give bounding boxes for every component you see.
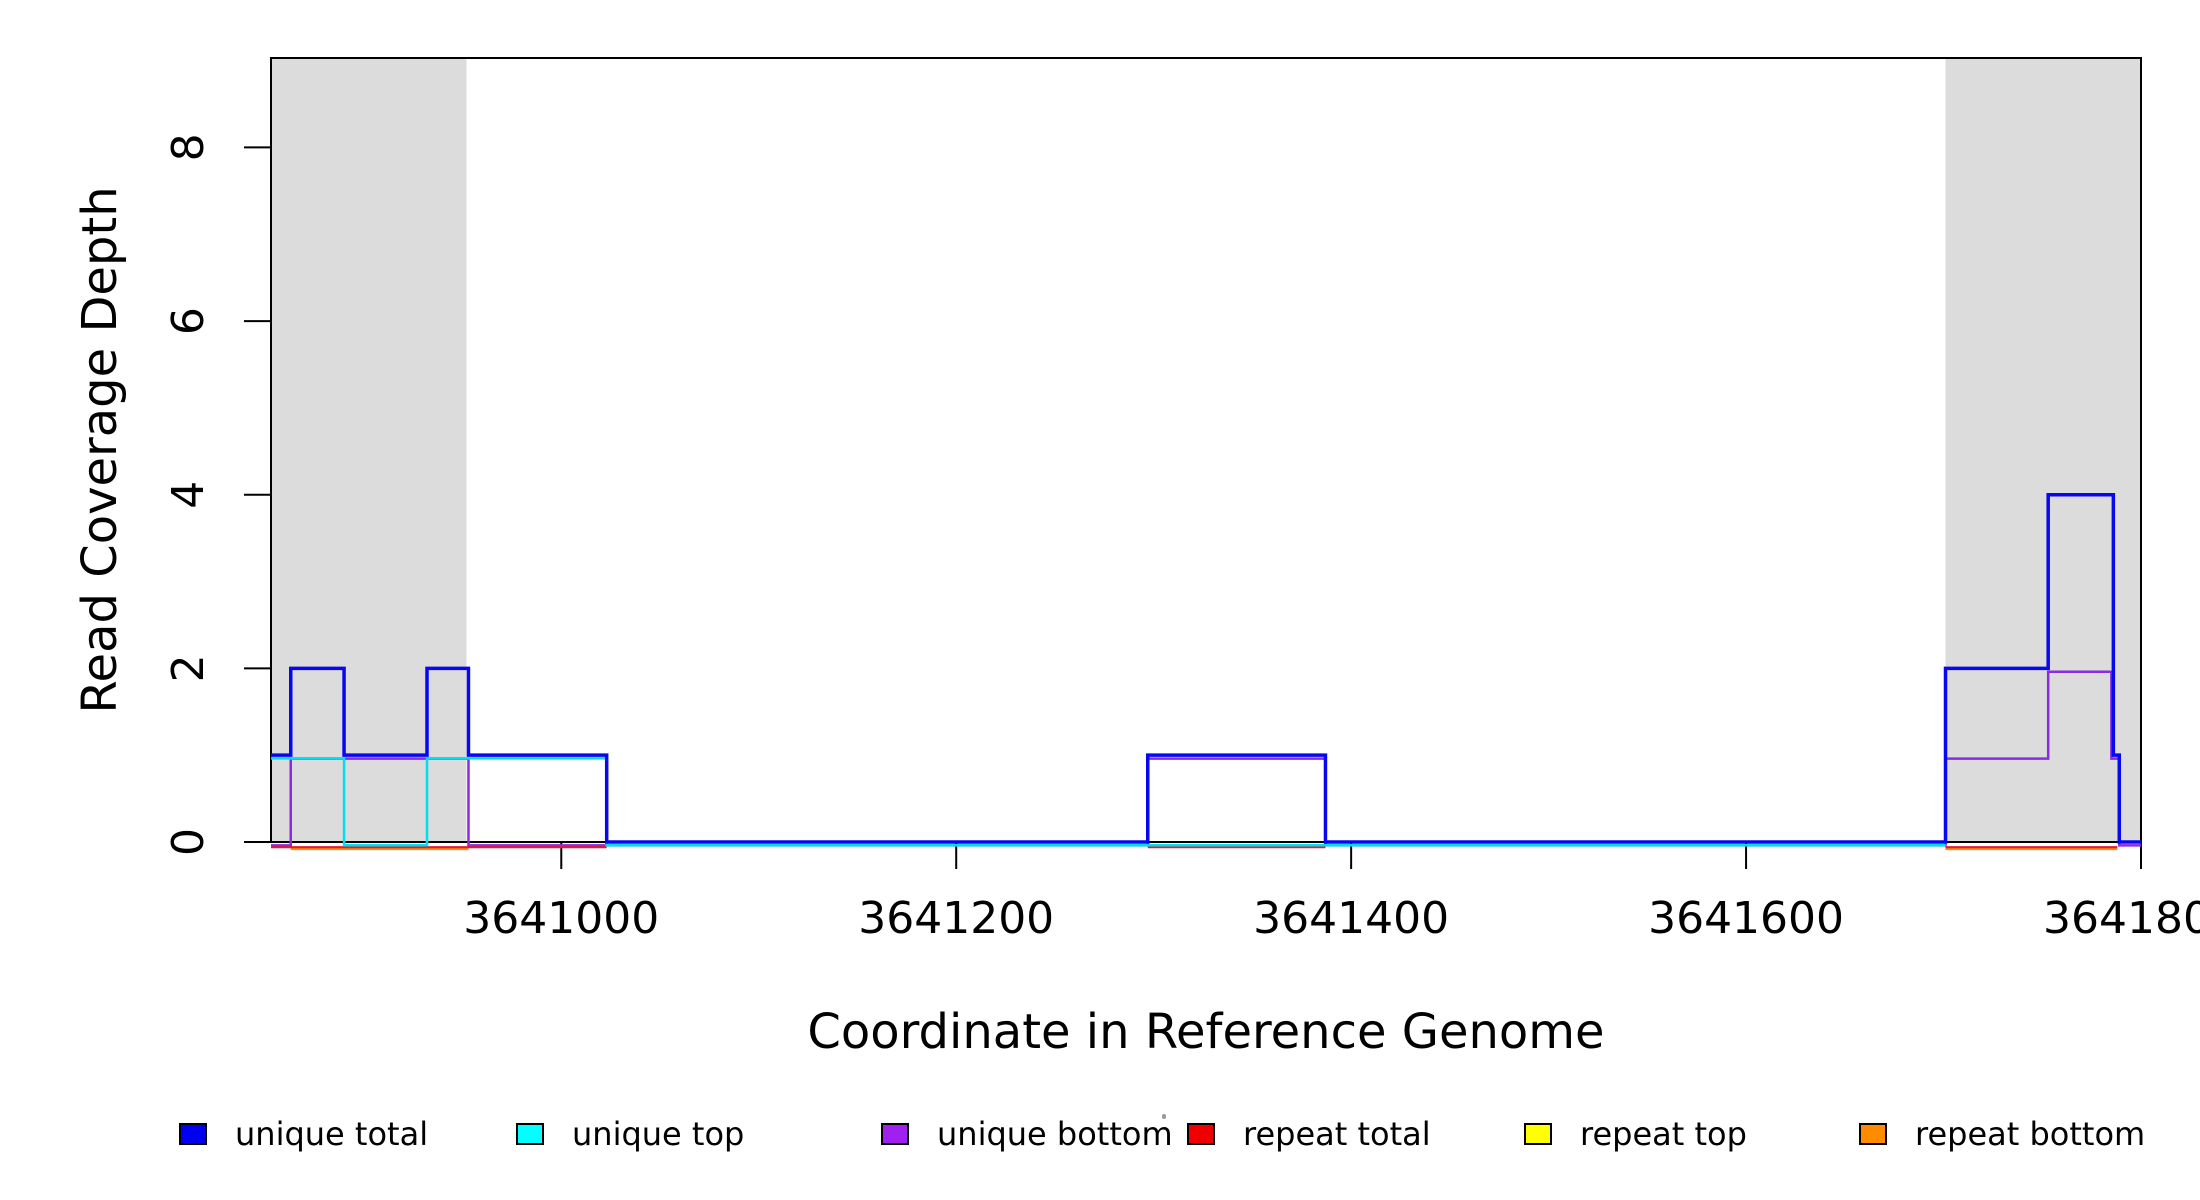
y-tick-label: 8 (163, 133, 214, 161)
y-axis-title: Read Coverage Depth (72, 186, 128, 714)
legend-swatch-icon (179, 1123, 207, 1145)
legend-label: repeat top (1580, 1115, 1747, 1153)
legend-item-unique-top: unique top (516, 1115, 745, 1153)
legend-label: repeat bottom (1915, 1115, 2146, 1153)
legend-swatch-icon (881, 1123, 909, 1145)
x-tick-label: 3641200 (858, 893, 1054, 944)
legend-label: repeat total (1243, 1115, 1431, 1153)
legend-item-unique-total: unique total (179, 1115, 429, 1153)
y-tick-label: 2 (163, 654, 214, 682)
legend-label: unique bottom (937, 1115, 1173, 1153)
x-tick-label: 3641800 (2043, 893, 2200, 944)
y-tick-label: 6 (163, 307, 214, 335)
legend-label: unique top (572, 1115, 745, 1153)
repeat-region-left (271, 58, 467, 842)
legend-swatch-icon (1859, 1123, 1887, 1145)
y-tick-label: 0 (163, 828, 214, 856)
series-line-unique-total (271, 492, 2141, 844)
x-tick-label: 3641400 (1253, 893, 1449, 944)
x-tick-label: 3641600 (1648, 893, 1844, 944)
stray-mark (1162, 1114, 1166, 1119)
legend-item-repeat-bottom: repeat bottom (1859, 1115, 2146, 1153)
legend-swatch-icon (516, 1123, 544, 1145)
repeat-region-right (1945, 58, 2141, 842)
legend-item-repeat-top: repeat top (1524, 1115, 1747, 1153)
series-line-unique-top (271, 757, 1946, 847)
legend-label: unique total (235, 1115, 429, 1153)
x-tick-label: 3641000 (463, 893, 659, 944)
legend-swatch-icon (1187, 1123, 1215, 1145)
y-tick-label: 4 (163, 481, 214, 509)
x-axis-title: Coordinate in Reference Genome (807, 1004, 1605, 1060)
plot-border (270, 57, 2142, 843)
legend-swatch-icon (1524, 1123, 1552, 1145)
legend-item-unique-bottom: unique bottom (881, 1115, 1173, 1153)
legend-item-repeat-total: repeat total (1187, 1115, 1431, 1153)
